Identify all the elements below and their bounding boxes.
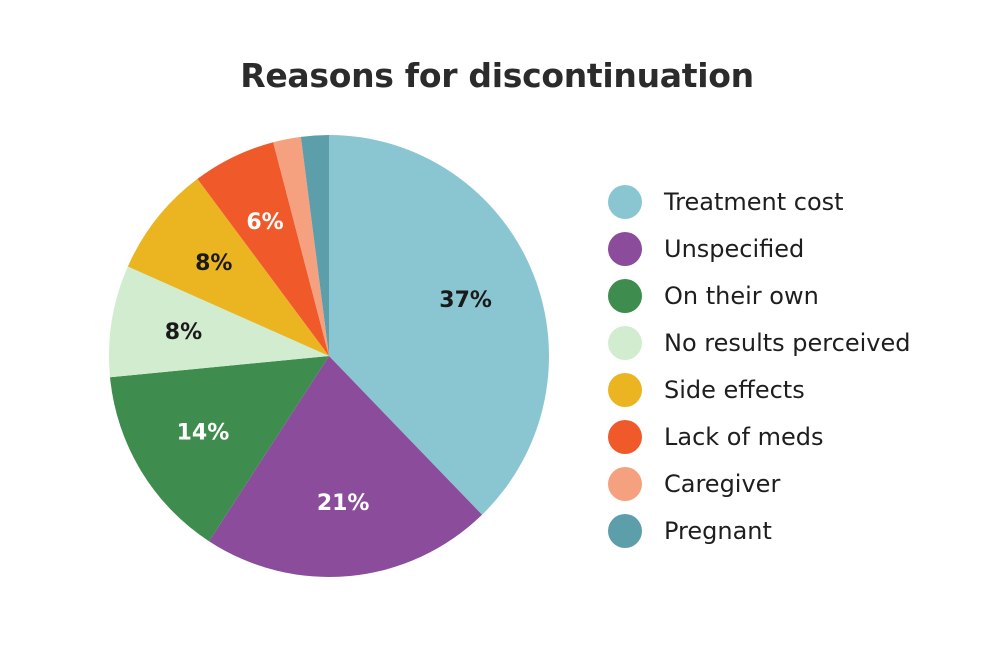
legend-swatch [608, 184, 642, 219]
legend-item: On their own [608, 272, 988, 319]
slice-data-label: 8% [195, 251, 232, 276]
pie-slice-pregnant [300, 135, 329, 356]
slice-data-label: 14% [177, 420, 230, 445]
legend-item: Lack of meds [608, 413, 988, 460]
legend-swatch [608, 466, 642, 501]
legend-label: Side effects [664, 375, 805, 404]
legend-item: Unspecified [608, 225, 988, 272]
legend-label: Unspecified [664, 234, 805, 263]
pie-slice-caregiver [273, 136, 329, 356]
chart-title: Reasons for discontinuation [240, 56, 754, 95]
pie-slice-lack-of-meds [197, 142, 329, 356]
slice-data-label: 21% [317, 491, 370, 516]
slice-data-label: 37% [439, 288, 492, 313]
legend-item: Caregiver [608, 460, 988, 507]
legend-swatch [608, 231, 642, 266]
legend-label: No results perceived [664, 328, 911, 357]
legend-label: Treatment cost [664, 187, 844, 216]
legend-swatch [608, 372, 642, 407]
legend-label: Pregnant [664, 516, 772, 545]
pie-slice-unspecified [208, 356, 483, 578]
legend-item: Pregnant [608, 507, 988, 554]
legend-swatch [608, 419, 642, 454]
legend-item: No results perceived [608, 319, 988, 366]
legend-label: Lack of meds [664, 422, 824, 451]
pie-slice-treatment-cost [329, 135, 549, 515]
legend-swatch [608, 513, 642, 548]
pie-slice-on-their-own [110, 356, 329, 542]
pie-slice-side-effects [127, 178, 329, 356]
chart-legend: Treatment cost Unspecified On their own No … [608, 178, 988, 554]
slice-data-label: 6% [246, 210, 283, 235]
legend-swatch [608, 325, 642, 360]
legend-swatch [608, 278, 642, 313]
legend-item: Side effects [608, 366, 988, 413]
pie-slice-no-results-perceived [108, 266, 329, 378]
legend-item: Treatment cost [608, 178, 988, 225]
slice-data-label: 8% [165, 320, 202, 345]
legend-label: Caregiver [664, 469, 781, 498]
legend-label: On their own [664, 281, 819, 310]
